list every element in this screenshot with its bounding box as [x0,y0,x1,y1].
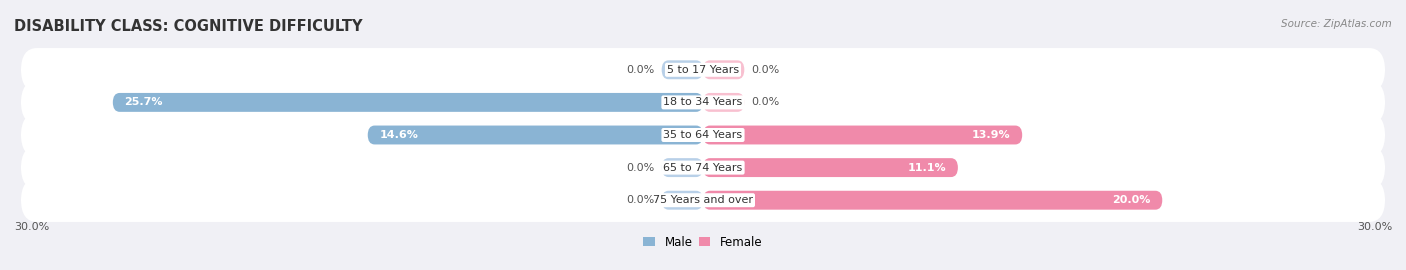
FancyBboxPatch shape [21,48,1385,92]
FancyBboxPatch shape [662,158,703,177]
FancyBboxPatch shape [662,191,703,210]
FancyBboxPatch shape [703,93,744,112]
FancyBboxPatch shape [662,60,703,79]
FancyBboxPatch shape [21,113,1385,157]
FancyBboxPatch shape [703,126,1022,144]
Text: 0.0%: 0.0% [627,65,655,75]
FancyBboxPatch shape [703,60,744,79]
Text: 30.0%: 30.0% [1357,222,1392,232]
Text: Source: ZipAtlas.com: Source: ZipAtlas.com [1281,19,1392,29]
Text: 11.1%: 11.1% [908,163,946,173]
Legend: Male, Female: Male, Female [638,231,768,254]
FancyBboxPatch shape [21,81,1385,124]
FancyBboxPatch shape [703,158,957,177]
FancyBboxPatch shape [21,178,1385,222]
Text: 30.0%: 30.0% [14,222,49,232]
FancyBboxPatch shape [112,93,703,112]
Text: 5 to 17 Years: 5 to 17 Years [666,65,740,75]
FancyBboxPatch shape [368,126,703,144]
Text: 0.0%: 0.0% [627,195,655,205]
Text: 75 Years and over: 75 Years and over [652,195,754,205]
Text: 65 to 74 Years: 65 to 74 Years [664,163,742,173]
Text: 0.0%: 0.0% [627,163,655,173]
Text: DISABILITY CLASS: COGNITIVE DIFFICULTY: DISABILITY CLASS: COGNITIVE DIFFICULTY [14,19,363,34]
FancyBboxPatch shape [703,191,1163,210]
Text: 18 to 34 Years: 18 to 34 Years [664,97,742,107]
Text: 0.0%: 0.0% [751,97,779,107]
Text: 25.7%: 25.7% [124,97,163,107]
Text: 13.9%: 13.9% [972,130,1011,140]
Text: 20.0%: 20.0% [1112,195,1152,205]
FancyBboxPatch shape [21,146,1385,189]
Text: 14.6%: 14.6% [380,130,418,140]
Text: 0.0%: 0.0% [751,65,779,75]
Text: 35 to 64 Years: 35 to 64 Years [664,130,742,140]
